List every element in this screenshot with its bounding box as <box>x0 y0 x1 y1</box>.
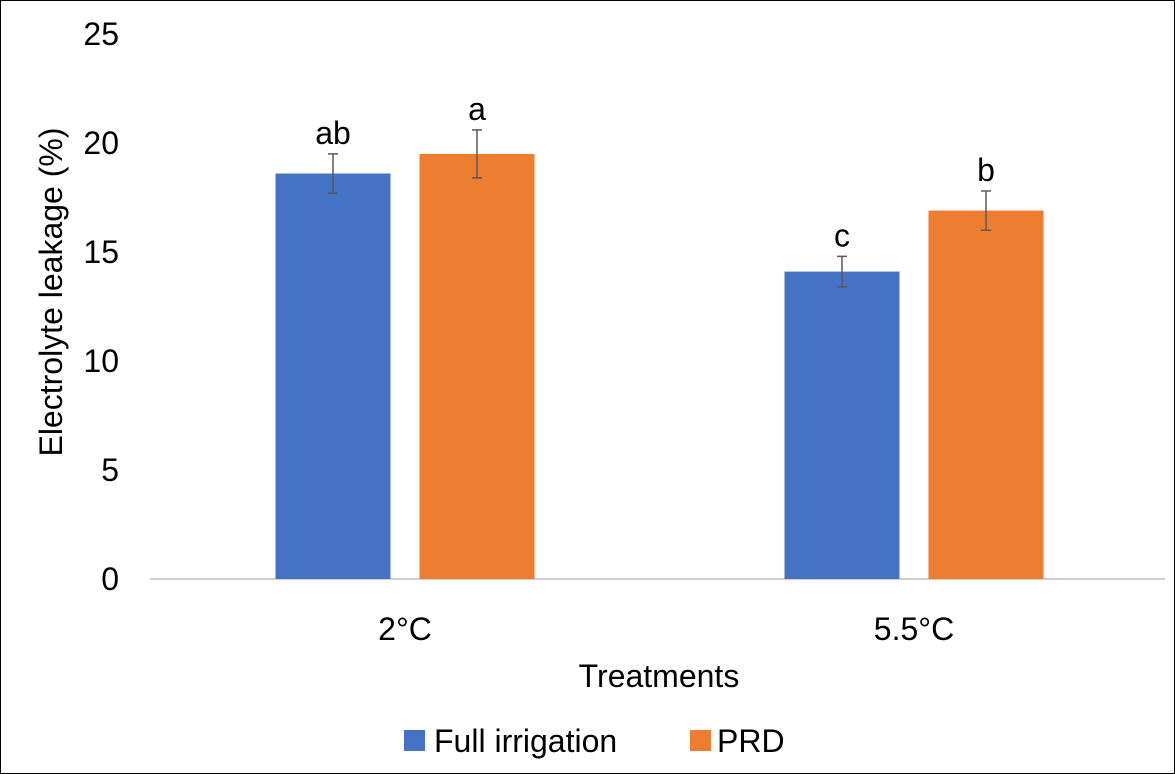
legend-swatch <box>404 730 425 751</box>
significance-label: c <box>834 217 850 253</box>
y-axis-tick-labels: 0 5 10 15 20 25 <box>83 16 119 597</box>
legend-label: PRD <box>717 723 785 759</box>
legend-swatch <box>690 730 711 751</box>
legend-label: Full irrigation <box>434 723 617 759</box>
y-axis-title: Electrolyte leakage (%) <box>33 127 69 456</box>
bar <box>784 271 900 579</box>
significance-label: a <box>468 91 486 127</box>
x-axis-title: Treatments <box>579 658 740 694</box>
significance-label: b <box>977 152 995 188</box>
bar <box>419 153 535 579</box>
bar <box>275 173 391 579</box>
bar <box>928 210 1044 579</box>
y-tick-label: 25 <box>83 16 119 52</box>
y-tick-label: 15 <box>83 234 119 270</box>
x-tick-label: 5.5°C <box>874 611 954 647</box>
y-tick-label: 5 <box>101 452 119 488</box>
y-tick-label: 20 <box>83 125 119 161</box>
y-tick-label: 0 <box>101 561 119 597</box>
legend: Full irrigation PRD <box>404 723 785 759</box>
significance-label: ab <box>315 115 351 151</box>
x-tick-label: 2°C <box>378 611 432 647</box>
y-tick-label: 10 <box>83 343 119 379</box>
x-axis-tick-labels: 2°C 5.5°C <box>378 611 954 647</box>
